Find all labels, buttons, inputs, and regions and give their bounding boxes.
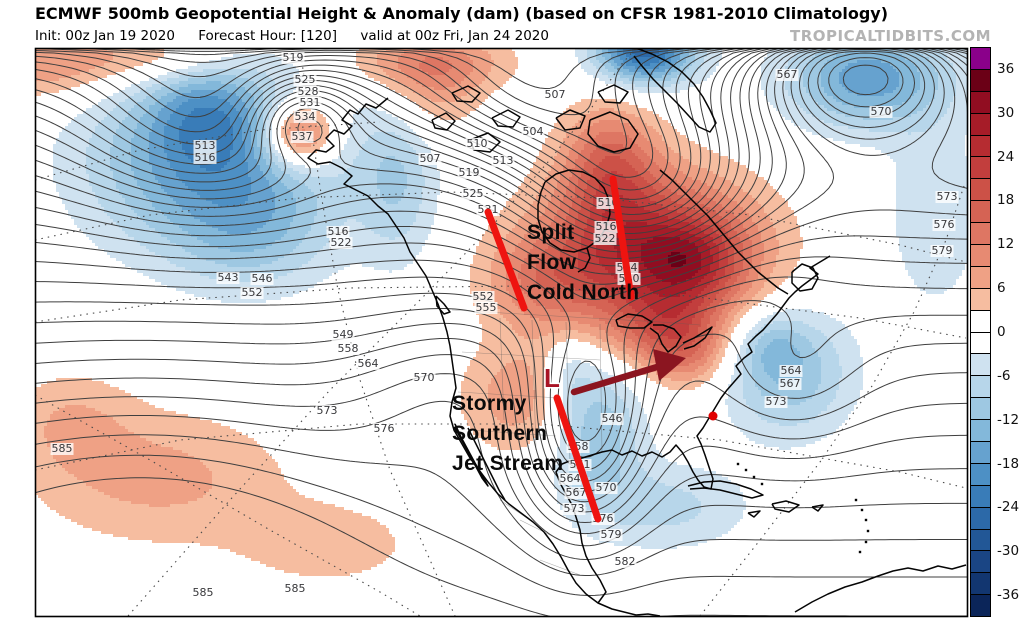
- colorbar-segment: [971, 572, 990, 595]
- colorbar-tick-label: 6: [997, 280, 1006, 297]
- colorbar-segment: [971, 178, 990, 201]
- colorbar-tick-label: -30: [997, 543, 1020, 560]
- colorbar-tick-label: 30: [997, 104, 1015, 121]
- colorbar-segment: [971, 48, 990, 69]
- colorbar-tick-label: -18: [997, 455, 1020, 472]
- jet-annotation-line: [484, 208, 528, 312]
- colorbar-segment: [971, 222, 990, 245]
- colorbar-segment: [971, 550, 990, 573]
- jet-annotation-line: [609, 175, 635, 301]
- colorbar-segment: [971, 244, 990, 266]
- colorbar-segment: [971, 287, 990, 310]
- colorbar-tick-label: 24: [997, 148, 1015, 165]
- red-dot-marker: [708, 411, 718, 421]
- colorbar-tick-label: -6: [997, 367, 1011, 384]
- flow-arrow-shaft: [570, 363, 661, 396]
- colorbar-segment: [971, 528, 990, 551]
- flow-arrow-head: [653, 349, 686, 381]
- colorbar-segment: [971, 331, 990, 354]
- colorbar-tick-label: 36: [997, 60, 1015, 77]
- colorbar-tick-label: -12: [997, 411, 1020, 428]
- colorbar-tick-label: 12: [997, 236, 1015, 253]
- colorbar-segment: [971, 419, 990, 442]
- colorbar-segment: [971, 506, 990, 529]
- colorbar-segment: [971, 441, 990, 463]
- colorbar-segment: [971, 375, 990, 398]
- colorbar-segment: [971, 462, 990, 485]
- colorbar-segment: [971, 484, 990, 507]
- colorbar-segment: [971, 265, 990, 288]
- colorbar-segment: [971, 134, 990, 157]
- colorbar-segment: [971, 397, 990, 420]
- colorbar-segment: [971, 200, 990, 223]
- colorbar-segment: [971, 90, 990, 113]
- jet-annotation-line: [553, 394, 602, 523]
- colorbar-segment: [971, 112, 990, 135]
- colorbar-tick-label: -36: [997, 587, 1020, 604]
- colorbar-segment: [971, 353, 990, 376]
- colorbar-segment: [971, 156, 990, 179]
- colorbar-segment: [971, 594, 990, 617]
- colorbar-segment: [971, 68, 990, 91]
- colorbar-segment: [971, 309, 990, 332]
- colorbar-tick-label: 0: [997, 324, 1006, 340]
- colorbar-tick-label: 18: [997, 192, 1015, 209]
- low-pressure-marker: L: [544, 363, 560, 393]
- anomaly-colorbar: [970, 47, 991, 617]
- colorbar-tick-label: -24: [997, 499, 1020, 516]
